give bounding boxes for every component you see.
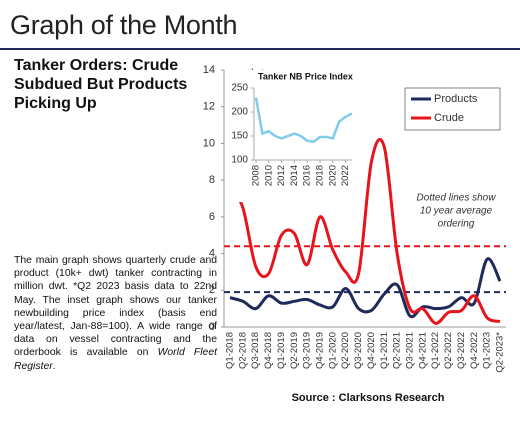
y-tick-label: 6: [209, 211, 215, 223]
inset-x-tick-label: 2016: [302, 165, 313, 186]
x-tick-label: Q1-2021: [379, 332, 390, 369]
inset-x-tick-label: 2008: [251, 165, 262, 186]
x-tick-label: Q1-2023: [482, 332, 493, 369]
series-line: [229, 257, 502, 319]
inset-x-tick-label: 2014: [289, 165, 300, 186]
y-tick-label: 4: [209, 247, 215, 259]
x-tick-label: Q2-2020: [340, 332, 351, 369]
x-tick-label: Q4-2020: [366, 332, 377, 369]
x-tick-label: Q2-2019: [289, 332, 300, 369]
y-tick-label: 2: [209, 284, 215, 296]
y-tick-label: 14: [203, 64, 215, 76]
inset-x-tick-label: 2020: [327, 165, 338, 186]
x-tick-label: Q3-2021: [405, 332, 416, 369]
y-tick-label: 0: [209, 321, 215, 333]
x-tick-label: Q1-2018: [225, 332, 236, 369]
inset-x-tick-label: 2012: [276, 165, 287, 186]
inset-y-tick-label: 100: [231, 155, 248, 166]
x-tick-label: Q2-2021: [392, 332, 403, 369]
inset-background: [226, 70, 362, 202]
description: The main graph shows quarterly crude and…: [14, 254, 217, 373]
inset-title: Tanker NB Price Index: [258, 71, 353, 81]
inset-line: [254, 97, 353, 144]
inset-x-tick-label: 2018: [315, 165, 326, 186]
annotation: 10 year average: [420, 206, 493, 217]
annotation: ordering: [438, 219, 475, 230]
x-tick-label: Q3-2020: [353, 332, 364, 369]
x-tick-label: Q4-2022: [469, 332, 480, 369]
x-tick-label: Q4-2019: [315, 332, 326, 369]
y-tick-label: 12: [203, 101, 215, 113]
legend-box: [404, 87, 501, 131]
description-end: .: [52, 360, 56, 372]
legend-label: Crude: [434, 112, 464, 124]
y-tick-label: 8: [209, 174, 215, 186]
x-tick-label: Q3-2019: [302, 332, 313, 369]
x-tick-label: Q2-2023*: [495, 332, 506, 373]
y-tick-label: 10: [203, 137, 215, 149]
x-tick-label: Q1-2022: [430, 332, 441, 369]
x-tick-label: Q2-2022: [443, 332, 454, 369]
source: Source : Clarksons Research: [291, 392, 445, 404]
description-text: The main graph shows quarterly crude and…: [14, 255, 217, 359]
subtitle: Tanker Orders: Crude Subdued But Product…: [14, 57, 188, 112]
header-rule: [0, 48, 520, 50]
annotation: Dotted lines show: [417, 193, 497, 204]
series-line: [228, 137, 501, 325]
description-italic: World Fleet Register: [14, 347, 218, 372]
inset-x-tick-label: 2010: [263, 165, 274, 186]
x-tick-label: Q4-2021: [417, 332, 428, 369]
x-tick-label: Q3-2018: [250, 332, 261, 369]
legend-label: Products: [434, 93, 478, 105]
inset-y-tick-label: 200: [231, 107, 248, 118]
page-title: Graph of the Month: [10, 10, 238, 40]
x-tick-label: Q1-2020: [327, 332, 338, 369]
inset-x-tick-label: 2022: [340, 165, 351, 186]
inset-y-tick-label: 150: [231, 131, 248, 142]
inset-y-tick-label: 250: [231, 83, 248, 94]
x-tick-label: Q4-2018: [263, 332, 274, 369]
x-tick-label: Q3-2022: [456, 332, 467, 369]
x-tick-label: Q1-2019: [276, 332, 287, 369]
x-tick-label: Q2-2018: [237, 332, 248, 369]
